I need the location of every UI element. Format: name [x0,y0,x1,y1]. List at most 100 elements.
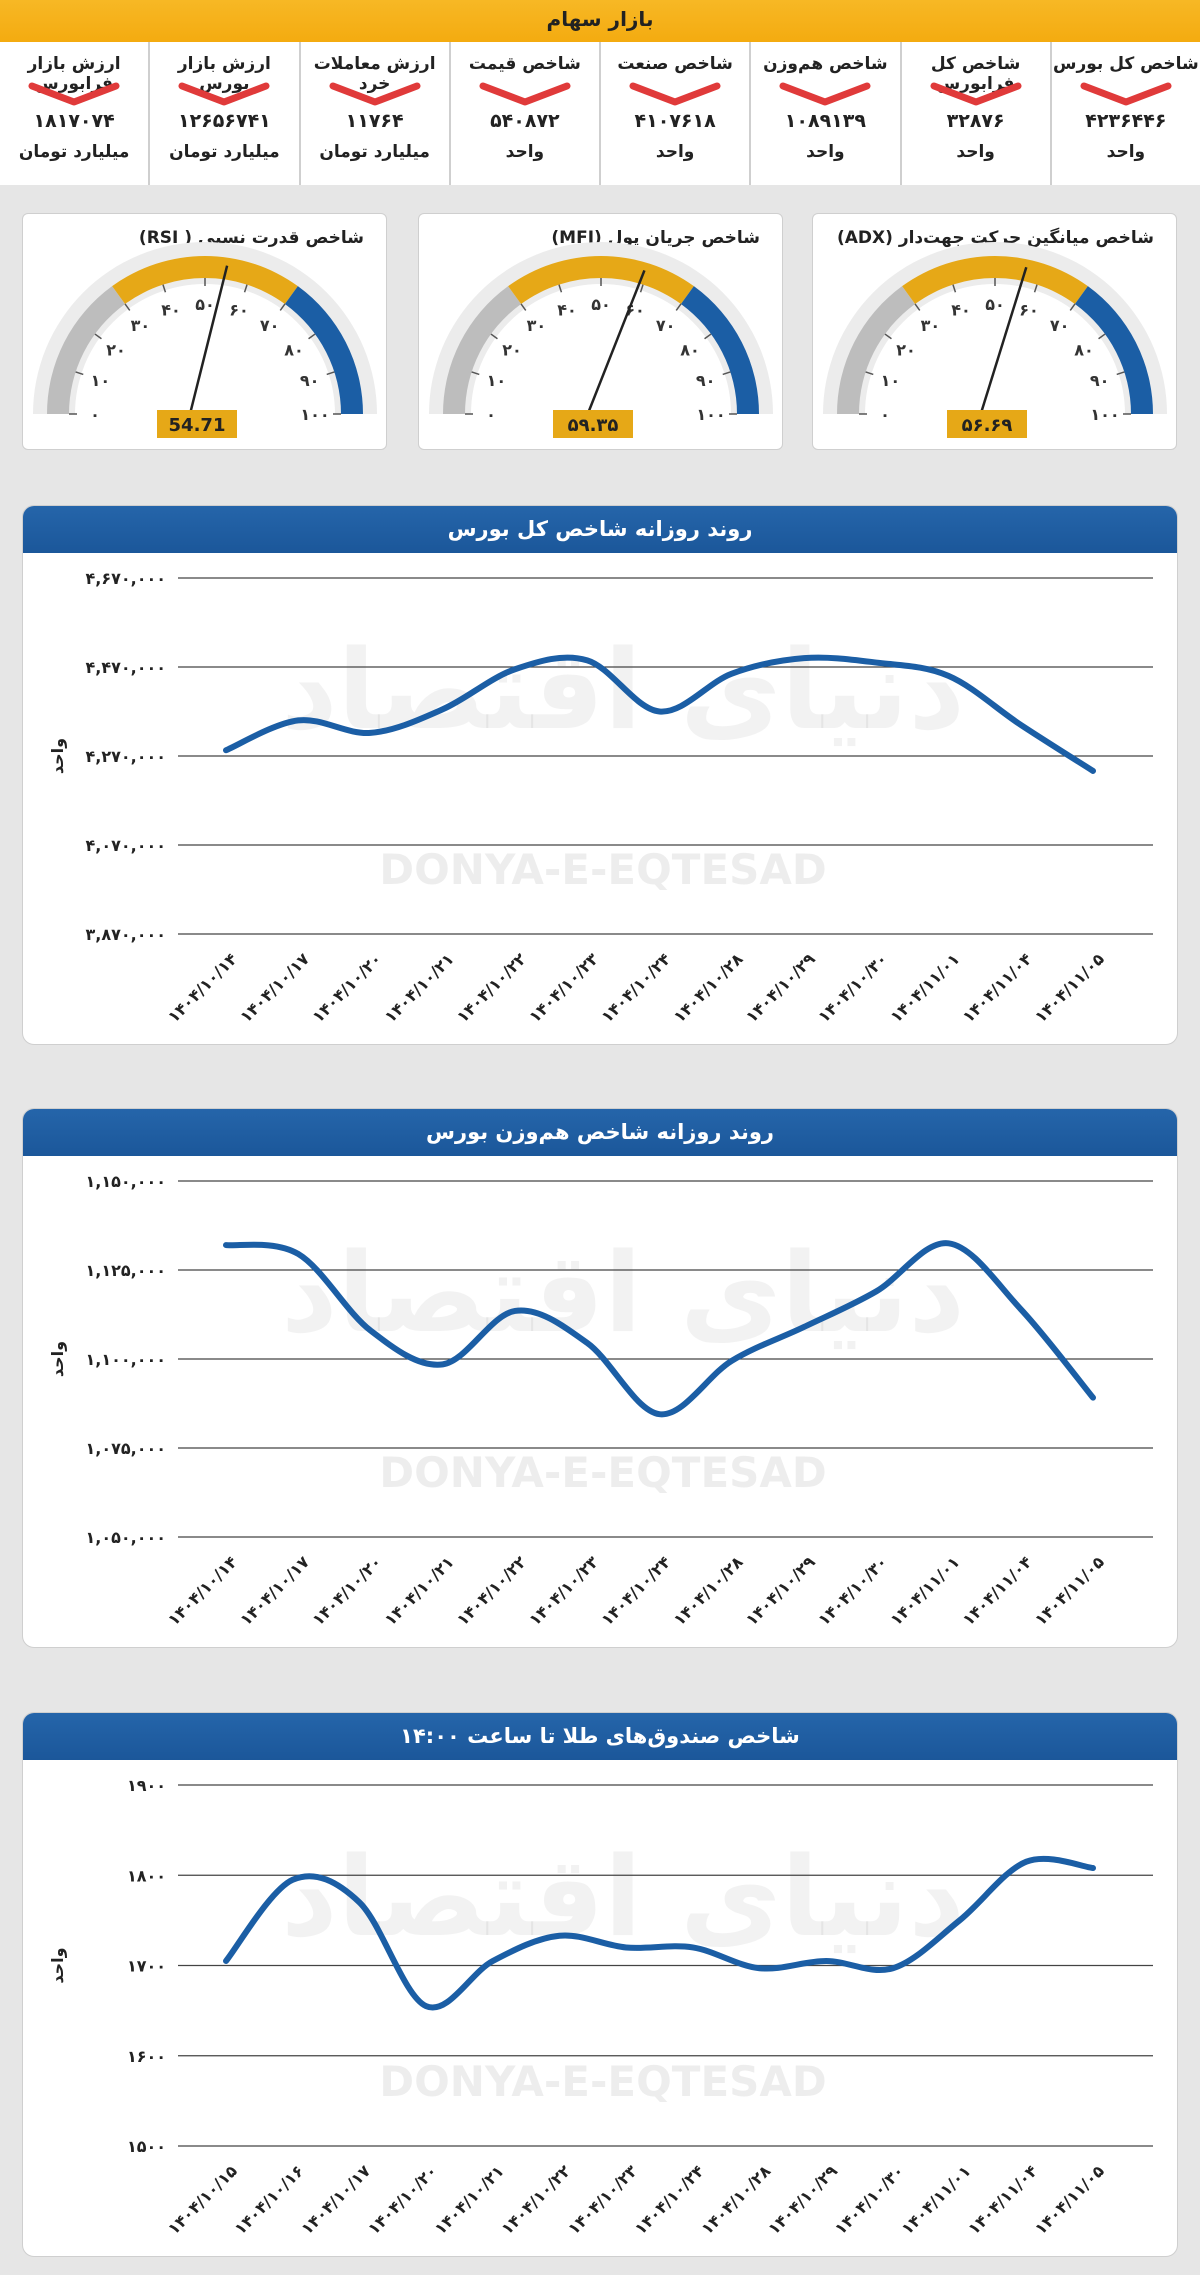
stat-label: شاخص هم‌وزن [763,54,888,74]
down-chevron-icon [629,82,721,106]
stat-label: ارزش معاملات خرد [313,54,436,94]
x-tick-label: ۱۴۰۴/۱۰/۱۷ [236,949,313,1026]
gauge-value-box [157,410,237,438]
chart-title: شاخص صندوق‌های طلا تا ساعت ۱۴:۰۰ [23,1713,1177,1760]
stat-unit: میلیارد تومان [319,142,430,162]
stat-item: شاخص کل بورس ۴۲۳۶۴۴۶ واحد [1049,42,1200,185]
x-tick-label: ۱۴۰۴/۱۱/۰۴ [959,949,1036,1026]
chart-gold-funds: شاخص صندوق‌های طلا تا ساعت ۱۴:۰۰ DONYA-E… [22,1712,1178,2257]
gauge-tick [94,333,102,340]
gauge-band [508,256,694,304]
stat-unit: واحد [956,142,995,162]
down-chevron-icon [329,82,421,106]
x-tick-label: ۱۴۰۴/۱۰/۱۶ [231,2161,308,2238]
y-tick-label: ۱,۰۷۵,۰۰۰ [85,1439,166,1458]
y-axis-title: واحد [48,738,67,774]
gauge-band [837,286,916,414]
x-tick-label: ۱۴۰۴/۱۱/۰۱ [886,1552,963,1629]
stat-unit: واحد [806,142,845,162]
gauge-needle [975,266,1028,427]
stat-unit: واحد [655,142,695,162]
y-tick-label: ۴,۰۷۰,۰۰۰ [85,836,166,855]
stat-item: شاخص کل فرابورس ۳۲۸۷۶ واحد [899,42,1050,185]
stat-item: شاخص صنعت ۴۱۰۷۶۱۸ واحد [599,42,749,185]
stat-label: شاخص قیمت [468,54,581,74]
down-chevron-icon [779,82,871,106]
gauge-tick-label: ۸۰ [680,340,700,359]
gauge-title: شاخص میانگین حرکت جهت‌دار (ADX) [836,228,1154,248]
gauge-tick [865,371,874,376]
gauge-tick-label: ۲۰ [502,340,522,359]
x-tick-label: ۱۴۰۴/۱۰/۲۴ [597,949,674,1026]
gauge-tick-label: ۵۰ [985,295,1005,314]
gauge-band [443,286,522,414]
gauge-value-box [947,410,1027,438]
y-tick-label: ۱۶۰۰ [127,2047,166,2066]
gauge-tick-label: ۱۰ [487,371,507,390]
x-tick-label: ۱۴۰۴/۱۰/۲۸ [670,949,747,1026]
gauge-tick [162,284,167,293]
stat-label: شاخص کل فرابورس [930,54,1021,94]
x-tick-label: ۱۴۰۴/۱۰/۲۰ [308,1552,385,1629]
y-tick-label: ۴,۴۷۰,۰۰۰ [85,658,166,677]
gauge-tick-label: ۷۰ [1050,316,1070,335]
y-tick-label: ۱,۱۰۰,۰۰۰ [85,1350,166,1369]
stat-value: ۱۱۷۶۴ [345,110,404,132]
down-chevron-icon [28,82,120,106]
y-tick-label: ۴,۶۷۰,۰۰۰ [85,569,166,588]
y-tick-label: ۱۵۰۰ [127,2137,166,2156]
gauge-adx: شاخص میانگین حرکت جهت‌دار (ADX) ۰ ۱۰ ۲۰ ۳۰ ۴… [812,213,1177,450]
stat-label: شاخص صنعت [617,54,733,74]
x-tick-label: ۱۴۰۴/۱۰/۲۴ [631,2161,708,2238]
gauge-tick-label: ۴۰ [161,300,181,319]
down-chevron-icon [479,82,571,106]
gauge-tick-label: ۰ [486,405,496,424]
x-tick-label: ۱۴۰۴/۱۰/۱۴ [164,1552,241,1629]
watermark-persian: دنیای اقتصاد [281,1229,965,1357]
gauge-value-box [553,410,633,438]
gauge-tick-label: ۳۰ [527,316,547,335]
gauge-tick-label: ۷۰ [656,316,676,335]
watermark-persian: دنیای اقتصاد [281,1833,965,1961]
gauge-tick-label: ۰ [90,405,100,424]
gauge-band [1074,286,1153,414]
y-tick-label: ۱۷۰۰ [127,1957,166,1976]
gauge-tick-label: ۹۰ [300,371,320,390]
watermark-latin: DONYA-E-EQTESAD [379,2057,827,2106]
stat-item: شاخص هم‌وزن ۱۰۸۹۱۳۹ واحد [749,42,899,185]
y-tick-label: ۴,۲۷۰,۰۰۰ [85,747,166,766]
x-tick-label: ۱۴۰۴/۱۰/۲۰ [308,949,385,1026]
gauge-needle [581,269,646,427]
gauge-tick [639,284,644,293]
stat-unit: میلیارد تومان [18,142,130,162]
gauge-tick [1098,333,1106,340]
x-tick-label: ۱۴۰۴/۱۱/۰۱ [898,2161,975,2238]
gauge-tick-label: ۵۰ [195,295,215,314]
chart-total-index: روند روزانه شاخص کل بورس DONYA-E-EQTESAD… [22,505,1178,1045]
gauge-tick-label: ۲۰ [896,340,916,359]
gauge-band [112,256,298,304]
gauge-tick [471,371,480,376]
header-bar: بازار سهام [0,0,1200,42]
gauge-value: ۵۹.۳۵ [568,415,619,436]
gauge-value: ۵۶.۶۹ [962,415,1013,436]
stat-value: ۱۲۶۵۶۷۴۱ [177,110,271,132]
stat-value: ۱۸۱۷۰۷۴ [33,110,115,132]
gauge-tick-label: ۱۰ [881,371,901,390]
stat-value: ۱۰۸۹۱۳۹ [784,110,866,132]
gauge-tick [722,371,731,376]
x-tick-label: ۱۴۰۴/۱۰/۳۰ [814,1552,891,1629]
gauge-tick [520,303,527,311]
gauge-tick [704,333,712,340]
gauge-rsi: شاخص قدرت نسبی ( RSI) ۰ ۱۰ ۲۰ ۳۰ ۴۰ ۵۰ ۶۰ ۷۰ ۸۰ ۹… [22,213,387,450]
y-tick-label: ۱,۰۵۰,۰۰۰ [85,1528,166,1547]
gauge-title: شاخص قدرت نسبی ( RSI) [138,228,364,248]
x-tick-label: ۱۴۰۴/۱۰/۲۹ [742,1552,819,1629]
x-tick-label: ۱۴۰۴/۱۰/۲۹ [764,2161,841,2238]
gauge-tick [279,303,286,311]
gauge-tick-label: ۹۰ [1090,371,1110,390]
chart-title: روند روزانه شاخص کل بورس [23,506,1177,553]
x-tick-label: ۱۴۰۴/۱۱/۰۵ [1031,1552,1108,1629]
gauge-tick-label: ۱۰۰ [696,405,725,424]
y-tick-label: ۳,۸۷۰,۰۰۰ [85,925,166,944]
